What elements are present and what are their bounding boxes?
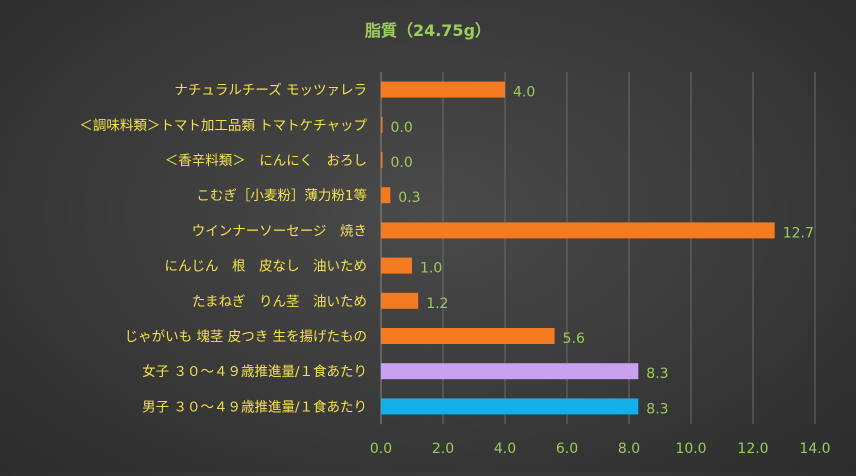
bar: [381, 81, 505, 98]
data-label: 4.0: [513, 85, 535, 101]
x-tick-label: 0.0: [370, 441, 392, 457]
category-label: 女子 ３０～４９歳推進量/１食あたり: [142, 363, 367, 380]
data-label: 5.6: [563, 331, 585, 347]
category-label: ＜香辛料類＞ にんにく おろし: [165, 153, 367, 169]
bar: [381, 257, 412, 274]
labels: 0.0 2.0 4.0 6.0 8.0 10.0 12.0 14.0 ナチュラルチーズ モッツァ…: [79, 83, 830, 457]
x-tick-label: 12.0: [737, 441, 768, 457]
bar: [381, 292, 419, 309]
data-label: 8.3: [646, 401, 668, 417]
category-label: ＜調味料類＞トマト加工品類 トマトケチャップ: [79, 118, 367, 134]
gridlines: [380, 72, 816, 424]
x-tick-label: 14.0: [799, 441, 830, 457]
category-label: たまねぎ りん茎 油いため: [192, 294, 367, 310]
data-label: 1.0: [420, 261, 442, 277]
x-tick-label: 6.0: [556, 441, 578, 457]
x-tick-label: 10.0: [675, 441, 706, 457]
chart-title: 脂質（24.75g）: [365, 21, 491, 40]
bar: [381, 187, 391, 204]
data-label: 12.7: [783, 225, 814, 241]
bar: [381, 116, 383, 133]
category-label: ウインナーソーセージ 焼き: [192, 223, 367, 239]
bar: [381, 398, 639, 415]
category-label: じゃがいも 塊茎 皮つき 生を揚げたもの: [125, 328, 367, 345]
data-label: 8.3: [646, 366, 668, 382]
category-label: 男子 ３０～４９歳推進量/１食あたり: [142, 398, 367, 415]
bars: [381, 81, 775, 415]
data-label: 0.3: [398, 190, 420, 206]
category-label: にんじん 根 皮なし 油いため: [165, 259, 368, 275]
x-tick-label: 8.0: [618, 441, 640, 457]
category-label: こむぎ［小麦粉］薄力粉1等: [196, 187, 367, 204]
bar: [381, 328, 555, 344]
x-tick-label: 2.0: [432, 441, 454, 457]
data-label: 0.0: [391, 120, 413, 136]
bar: [381, 222, 775, 239]
bar: [381, 152, 383, 168]
x-tick-label: 4.0: [494, 441, 516, 457]
data-label: 0.0: [391, 155, 413, 171]
category-label: ナチュラルチーズ モッツァレラ: [174, 83, 367, 99]
data-label: 1.2: [426, 296, 448, 312]
bar: [381, 363, 639, 380]
